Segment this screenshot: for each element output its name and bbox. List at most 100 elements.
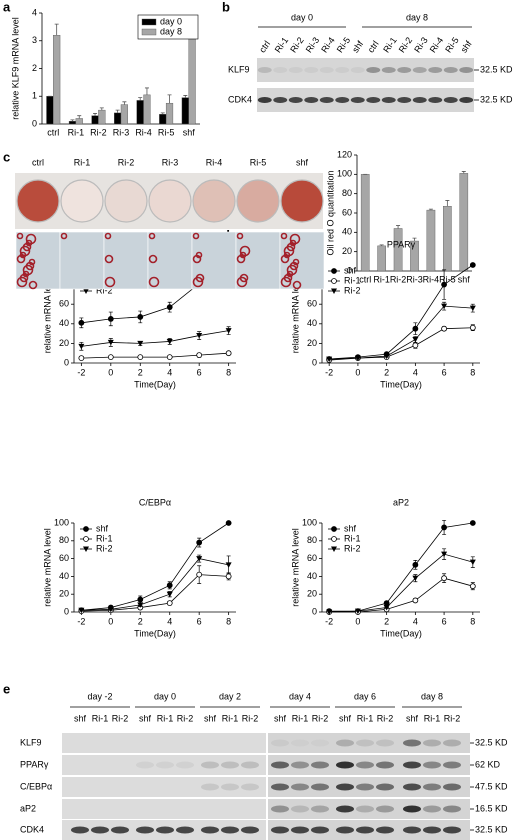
band bbox=[291, 761, 309, 769]
point bbox=[441, 325, 447, 332]
y-tick-label: 40 bbox=[59, 571, 69, 581]
band bbox=[291, 805, 309, 813]
series-line bbox=[329, 553, 473, 613]
band bbox=[423, 826, 441, 834]
error-bar bbox=[396, 225, 401, 229]
band bbox=[366, 97, 381, 103]
legend-marker bbox=[331, 268, 337, 274]
y-tick-label: 4 bbox=[32, 7, 37, 17]
band bbox=[423, 805, 441, 813]
plate bbox=[280, 179, 324, 223]
band bbox=[336, 805, 354, 813]
point bbox=[412, 325, 419, 332]
x-tick-label: Ri-4 bbox=[423, 274, 440, 284]
micrograph bbox=[235, 231, 281, 290]
x-tick-label: 0 bbox=[355, 367, 360, 377]
legend-label: Ri-2 bbox=[96, 543, 113, 553]
error-bar bbox=[138, 97, 143, 101]
point bbox=[469, 324, 476, 331]
error-bar bbox=[122, 101, 127, 105]
error-bar bbox=[160, 112, 165, 115]
band bbox=[366, 67, 381, 73]
error-bar bbox=[93, 113, 98, 116]
lipid-droplet bbox=[280, 276, 292, 288]
y-tick-label: 60 bbox=[59, 553, 69, 563]
size-label: 16.5 KD bbox=[475, 803, 508, 813]
group-label: day 4 bbox=[289, 691, 311, 701]
point bbox=[326, 356, 333, 363]
band bbox=[273, 67, 288, 73]
x-tick-label: 4 bbox=[413, 616, 418, 626]
legend-marker bbox=[331, 288, 337, 294]
lipid-droplet bbox=[239, 245, 251, 257]
series-line bbox=[81, 574, 229, 612]
lipid-droplet bbox=[60, 232, 68, 240]
error-bar bbox=[115, 109, 120, 113]
blot-strip bbox=[62, 755, 266, 775]
point bbox=[137, 602, 144, 608]
lipid-droplet bbox=[148, 232, 156, 240]
band bbox=[156, 826, 174, 834]
point bbox=[412, 575, 419, 582]
legend-swatch bbox=[141, 28, 157, 36]
legend-label: Ri-1 bbox=[344, 275, 361, 285]
group-label: day 0 bbox=[154, 691, 176, 701]
band bbox=[403, 805, 421, 813]
band bbox=[397, 97, 412, 103]
point bbox=[412, 336, 419, 343]
x-tick-label: 6 bbox=[442, 367, 447, 377]
band bbox=[241, 761, 259, 769]
series-line bbox=[329, 305, 473, 360]
bar bbox=[68, 121, 77, 125]
point bbox=[78, 319, 85, 326]
point bbox=[225, 328, 232, 334]
band bbox=[311, 761, 329, 769]
band bbox=[273, 97, 288, 103]
y-tick-label: 20 bbox=[307, 589, 317, 599]
y-axis-label: relative mRNA level bbox=[290, 528, 300, 607]
legend-label: Ri-1 bbox=[344, 533, 361, 543]
lane-label: Ri-5 bbox=[335, 35, 353, 54]
photo-label: Ri-2 bbox=[118, 157, 135, 167]
bar bbox=[143, 94, 151, 125]
error-bar bbox=[183, 95, 188, 98]
lane-label: shf bbox=[459, 39, 474, 55]
plate bbox=[104, 179, 148, 223]
lipid-droplet bbox=[292, 280, 302, 290]
band bbox=[376, 761, 394, 769]
band bbox=[201, 783, 219, 791]
legend-marker bbox=[83, 536, 89, 542]
band bbox=[443, 739, 461, 747]
legend-label: shf bbox=[344, 523, 357, 533]
legend-marker bbox=[331, 546, 337, 552]
size-label: 32.5 KD bbox=[475, 824, 508, 834]
series-line bbox=[81, 330, 229, 347]
point bbox=[196, 539, 203, 546]
blot-strip bbox=[62, 733, 266, 753]
legend-label: Ri-2 bbox=[96, 285, 113, 295]
plate bbox=[16, 179, 60, 223]
row-label: KLF9 bbox=[228, 64, 250, 74]
band bbox=[291, 783, 309, 791]
legend-marker bbox=[83, 526, 89, 532]
bar bbox=[459, 173, 469, 272]
point bbox=[196, 556, 203, 562]
y-axis-label: relative mRNA level bbox=[42, 275, 52, 354]
legend-label: day 8 bbox=[160, 26, 182, 36]
size-label: 47.5 KD bbox=[475, 781, 508, 791]
band bbox=[176, 761, 194, 769]
bar bbox=[188, 36, 196, 125]
band bbox=[336, 761, 354, 769]
lipid-droplet bbox=[192, 232, 200, 240]
point bbox=[137, 340, 144, 347]
bar bbox=[114, 112, 122, 125]
band bbox=[403, 761, 421, 769]
error-bar bbox=[54, 23, 59, 36]
plate bbox=[192, 179, 236, 223]
size-label: 32.5 KD bbox=[480, 64, 513, 74]
band bbox=[311, 740, 329, 747]
bar bbox=[393, 228, 403, 272]
lane-label: Ri-1 bbox=[92, 713, 109, 723]
band bbox=[271, 826, 289, 834]
plate bbox=[148, 179, 192, 223]
